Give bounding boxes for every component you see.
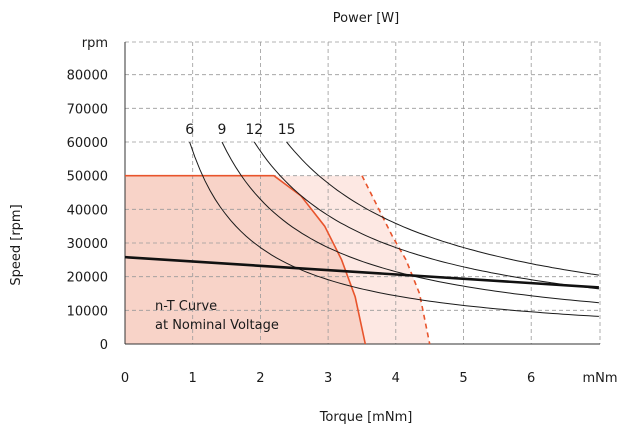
power-curve-label: 12 [245, 122, 263, 138]
power-curve [189, 141, 599, 317]
y-tick-label: 10000 [67, 304, 108, 319]
x-tick-label: 3 [324, 371, 332, 386]
power-curve [286, 141, 599, 276]
power-curve [253, 141, 599, 290]
power-curve-label: 15 [278, 122, 296, 138]
y-tick-label: 40000 [67, 203, 108, 218]
annotation-line-2: at Nominal Voltage [155, 318, 279, 333]
continuous-region [125, 175, 366, 344]
x-tick-label: 5 [459, 371, 467, 386]
nt-curve-line [124, 255, 599, 289]
y-tick-label: 80000 [67, 69, 108, 84]
chart-title: Power [W] [333, 11, 399, 26]
x-tick-label: 2 [256, 371, 264, 386]
y-tick-label: 60000 [67, 136, 108, 151]
x-tick-label: 0 [121, 371, 129, 386]
y-tick-label: 30000 [67, 237, 108, 252]
y-tick-label: 70000 [67, 102, 108, 117]
power-curve-label: 9 [218, 122, 227, 138]
x-tick-label: 6 [527, 371, 535, 386]
y-tick-label: 0 [100, 338, 108, 353]
grid [124, 41, 601, 345]
labels: Power [W] Torque [mNm] Speed [rpm] rpm m… [9, 11, 618, 425]
continuous-boundary [125, 174, 367, 345]
y-tick-label: 20000 [67, 271, 108, 286]
annotation-line-1: n-T Curve [155, 299, 217, 314]
intermittent-boundary [361, 175, 431, 345]
curves [124, 141, 599, 345]
x-tick-label: 4 [392, 371, 400, 386]
operating-regions [125, 175, 430, 344]
y-unit-label: rpm [82, 36, 108, 51]
x-tick-label: 1 [189, 371, 197, 386]
x-unit-label: mNm [582, 371, 617, 386]
y-axis-title: Speed [rpm] [9, 204, 24, 285]
y-tick-label: 50000 [67, 170, 108, 185]
power-curve-label: 6 [185, 122, 194, 138]
x-axis-title: Torque [mNm] [319, 410, 413, 425]
